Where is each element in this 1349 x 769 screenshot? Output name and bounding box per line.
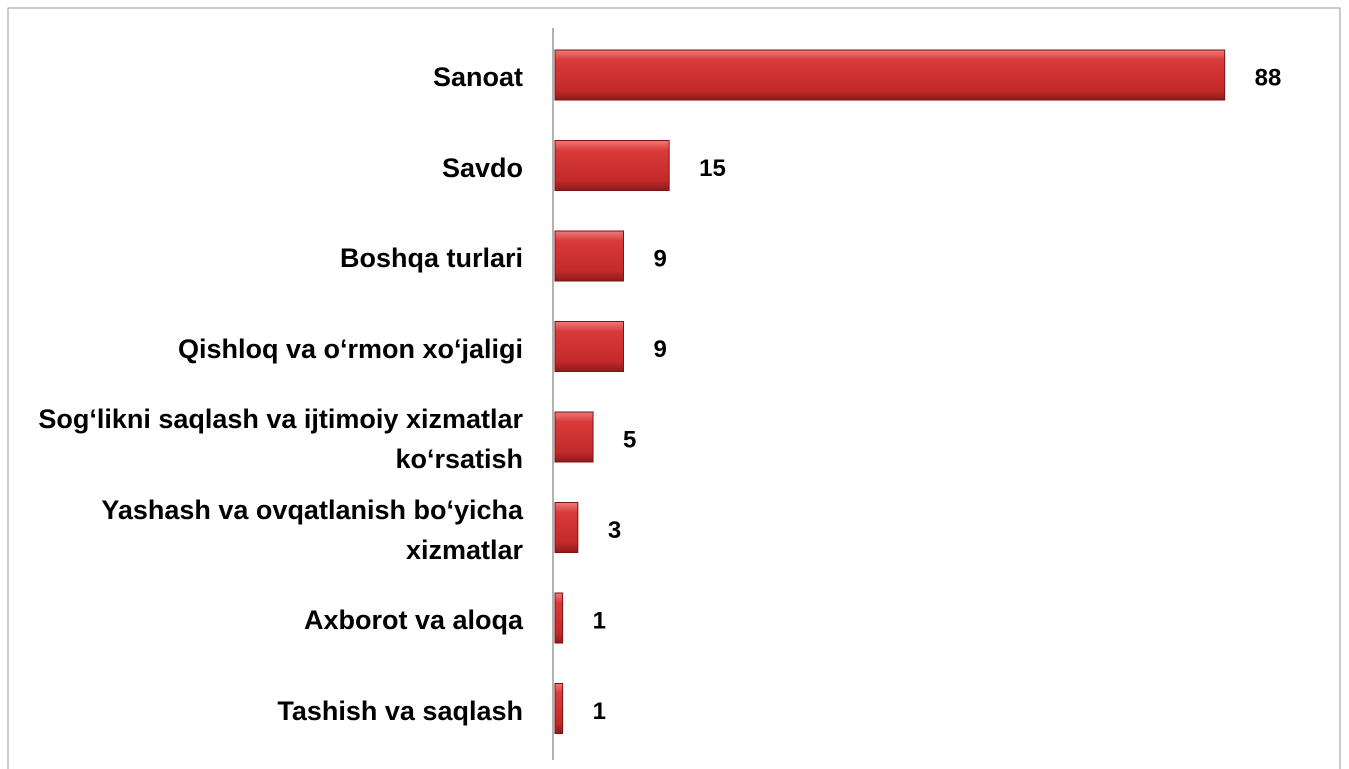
bar: [554, 592, 564, 644]
bar: [554, 230, 624, 282]
category-label: Boshqa turlari: [339, 243, 523, 273]
bar: [554, 140, 670, 191]
value-label: 3: [608, 517, 621, 544]
category-label: Sog‘likni saqlash va ijtimoiy xizmatlar …: [38, 404, 523, 474]
value-label: 5: [623, 426, 636, 453]
category-label: Sanoat: [432, 62, 523, 92]
value-label: 15: [699, 155, 726, 182]
bar: [554, 49, 1226, 101]
category-label: Savdo: [441, 152, 523, 183]
category-label: Axborot va aloqa: [303, 605, 523, 635]
category-label: Yashash va ovqatlanish bo‘yicha xizmatla…: [101, 494, 523, 565]
bar: [554, 502, 579, 553]
value-label: 88: [1255, 64, 1282, 91]
category-label: Qishloq va o‘rmon xo‘jaligi: [177, 333, 523, 364]
bar: [554, 683, 564, 734]
value-label: 9: [653, 245, 666, 272]
value-label: 9: [653, 336, 666, 363]
value-label: 1: [593, 698, 606, 725]
bar: [554, 411, 594, 463]
chart-border: [7, 7, 1341, 769]
category-label: Tashish va saqlash: [277, 695, 523, 726]
value-label: 1: [593, 607, 606, 634]
bar: [554, 321, 624, 372]
